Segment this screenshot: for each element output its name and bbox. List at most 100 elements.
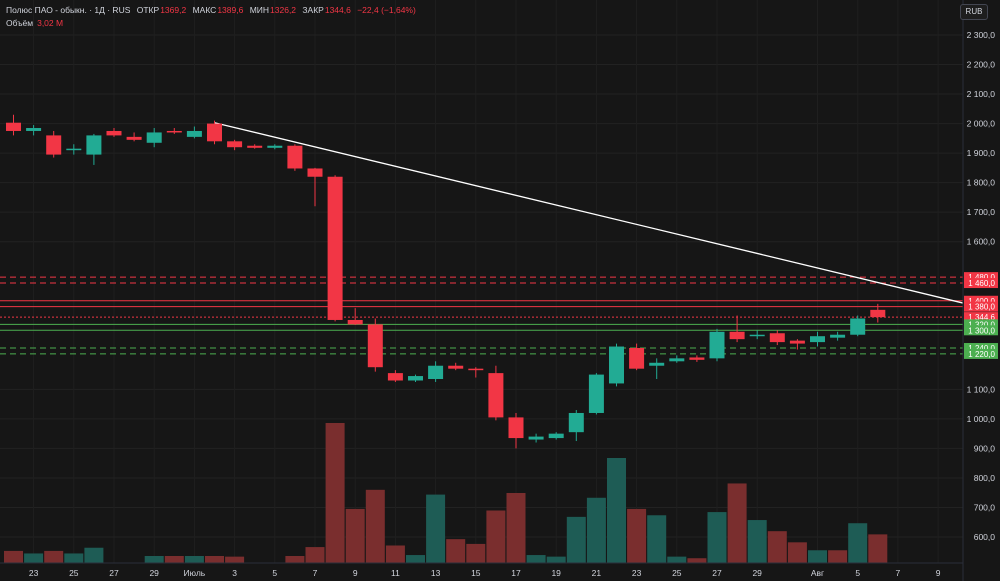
trendline-layer[interactable] (214, 122, 969, 305)
level-price-label: 1 480,0 (968, 273, 995, 282)
volume-bar (707, 512, 727, 563)
volume-bar (144, 556, 164, 563)
candle-body (870, 309, 886, 318)
volume-bar (586, 497, 606, 563)
time-tick-label: 23 (29, 568, 39, 578)
time-tick-label: 3 (232, 568, 237, 578)
volume-bar (566, 516, 586, 563)
price-axis[interactable]: 2 300,0 2 200,0 2 100,0 2 000,0 1 900,0 1 800… (962, 0, 1000, 581)
volume-bar (828, 550, 848, 563)
volume-bar (848, 523, 868, 563)
candle-body (86, 135, 102, 155)
volume-label[interactable]: Объём (6, 18, 34, 28)
time-tick-label: Авг (811, 568, 824, 578)
candle-body (126, 136, 142, 140)
candle-body (146, 132, 162, 143)
candle-body (347, 319, 363, 325)
high-value: 1389,6 (217, 5, 244, 15)
price-tick-label: 1 800,0 (967, 178, 996, 188)
open-value: 1369,2 (160, 5, 187, 15)
level-price-tag (964, 325, 998, 336)
candle-body (649, 362, 665, 366)
candle-body (548, 433, 564, 439)
volume-bar (446, 539, 466, 563)
volume-bar (225, 556, 245, 563)
price-tick-label: 1 700,0 (967, 207, 996, 217)
price-tick-label: 1 600,0 (967, 237, 996, 247)
candle-body (749, 334, 765, 337)
level-price-tag (964, 301, 998, 312)
level-price-tag (964, 272, 998, 283)
volume-bar (868, 534, 888, 563)
chart-legend: Полюс ПАО - обыкн. · 1Д · RUS ОТКР1369,2… (6, 4, 416, 30)
candle-body (66, 148, 82, 151)
price-tick-label: 1 000,0 (967, 414, 996, 424)
trendline[interactable] (214, 122, 969, 305)
candle-body (227, 141, 243, 148)
candle-body (528, 436, 544, 440)
legend-ohlc-row: Полюс ПАО - обыкн. · 1Д · RUS ОТКР1369,2… (6, 4, 416, 17)
level-price-tag (964, 295, 998, 306)
candle-body (46, 135, 62, 155)
volume-bar (506, 493, 526, 563)
candle-body (609, 346, 624, 384)
price-tick-label: 1 900,0 (967, 148, 996, 158)
volume-bar (627, 508, 647, 563)
time-tick-label: 9 (353, 568, 358, 578)
volume-bar (607, 458, 626, 563)
candle-body (709, 331, 725, 359)
price-tick-label: 900,0 (974, 443, 996, 453)
candle-body (186, 130, 202, 137)
volume-bar (426, 494, 446, 563)
candle-body (468, 368, 484, 371)
volume-bar (727, 483, 747, 563)
time-tick-label: 23 (632, 568, 642, 578)
volume-bar (808, 550, 827, 563)
level-price-label: 1 300,0 (968, 326, 995, 335)
price-tick-label: 600,0 (974, 532, 996, 542)
volume-bar (4, 550, 23, 563)
price-tick-label: 800,0 (974, 473, 996, 483)
close-label: ЗАКР (302, 5, 324, 15)
level-price-label: 1 320,0 (968, 320, 995, 329)
candlesticks (6, 114, 886, 449)
volume-bar (667, 556, 687, 563)
volume-bar (747, 520, 767, 563)
candle-body (830, 334, 846, 338)
time-axis[interactable]: 23 25 27 29 Июль 3 5 7 9 11 13 15 17 19 21 23 25 27 29 Авг 5… (0, 562, 963, 578)
volume-value: 3,02 M (37, 18, 64, 28)
horizontal-levels[interactable] (0, 276, 963, 355)
candle-body (106, 130, 122, 136)
volume-bar (325, 423, 345, 563)
time-tick-label: 25 (69, 568, 79, 578)
volume-bar (787, 542, 807, 563)
volume-bar (365, 489, 385, 563)
level-price-label: 1 400,0 (968, 297, 995, 306)
volume-bar (647, 515, 667, 563)
low-value: 1326,2 (270, 5, 297, 15)
volume-bar (285, 556, 305, 563)
candle-body (810, 336, 825, 343)
candle-body (729, 331, 745, 340)
candle-body (307, 168, 323, 177)
time-tick-label: 29 (149, 568, 159, 578)
symbol-title[interactable]: Полюс ПАО - обыкн. · 1Д · RUS (6, 5, 131, 15)
volume-bar (44, 550, 64, 563)
level-price-label: 1 460,0 (968, 279, 995, 288)
time-tick-label: 27 (712, 568, 722, 578)
volume-bar (767, 531, 787, 563)
candle-body (588, 374, 604, 413)
candle-body (367, 324, 383, 368)
candle-body (508, 417, 524, 439)
time-tick-label: 21 (592, 568, 602, 578)
time-tick-label: 13 (431, 568, 441, 578)
currency-button[interactable]: RUB (960, 4, 988, 20)
open-label: ОТКР (136, 5, 160, 15)
level-price-label: 1 380,0 (968, 303, 995, 312)
candle-body (166, 130, 182, 133)
time-tick-label: 5 (855, 568, 860, 578)
close-value: 1344,6 (324, 5, 351, 15)
change-value: −22,4 (−1,64%) (357, 5, 416, 15)
candle-body (387, 373, 403, 381)
